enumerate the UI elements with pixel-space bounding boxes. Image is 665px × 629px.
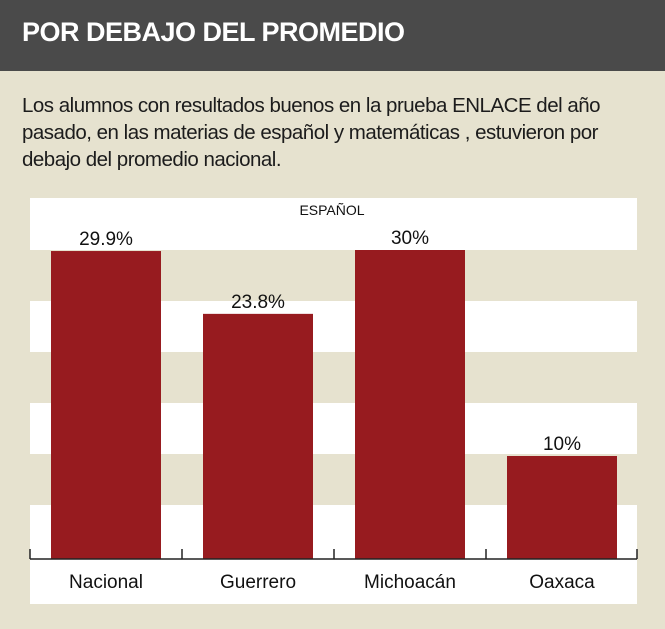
header-bar: POR DEBAJO DEL PROMEDIO [0,0,665,71]
bar-value-label: 10% [543,434,581,455]
bar-nacional [51,251,161,559]
category-label: Guerrero [220,572,296,593]
chart-title: ESPAÑOL [299,202,364,218]
bar-value-label: 30% [391,228,429,249]
description-text: Los alumnos con resultados buenos en la … [22,94,601,171]
bar-oaxaca [507,456,617,559]
bar-value-label: 23.8% [231,292,285,313]
bar-michoacán [355,250,465,559]
bars-group: 29.9% 23.8% 30% 10% [51,228,617,559]
category-label: Michoacán [364,572,456,593]
category-label: Nacional [69,572,143,593]
category-label: Oaxaca [529,572,595,593]
category-labels: Nacional Guerrero Michoacán Oaxaca [69,572,595,593]
x-axis [29,549,638,560]
page-title: POR DEBAJO DEL PROMEDIO [22,17,405,47]
bar-guerrero [203,313,313,559]
bar-value-label: 29.9% [79,229,133,250]
